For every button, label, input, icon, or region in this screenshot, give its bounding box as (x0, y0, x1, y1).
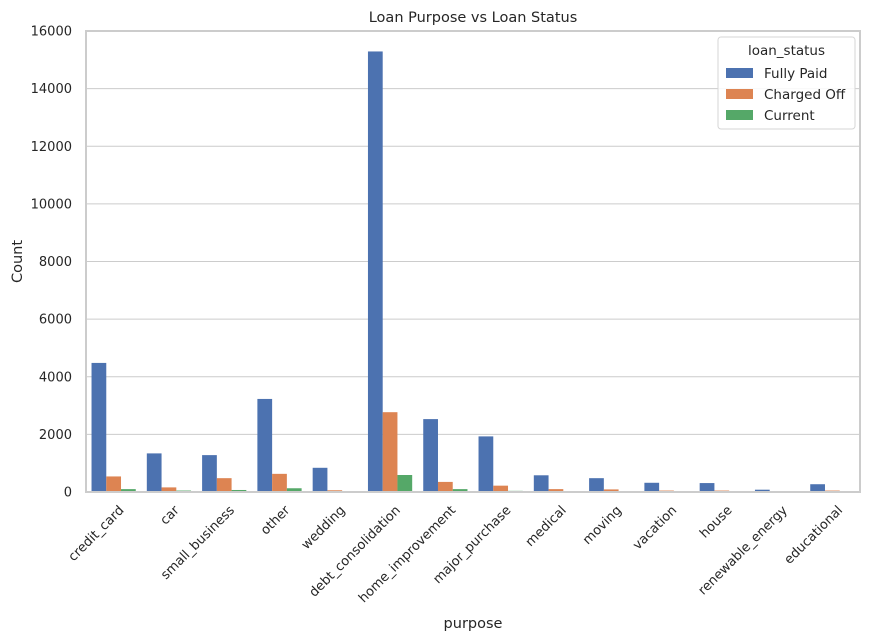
legend-swatch (726, 110, 753, 120)
legend: loan_status Fully Paid Charged Off Current (717, 36, 856, 130)
y-tick-label: 0 (64, 486, 72, 501)
bar-fully-paid-other (257, 398, 273, 492)
legend-entry: Fully Paid (764, 66, 828, 82)
x-tick-label: car (158, 503, 184, 529)
bars (91, 51, 855, 492)
bar-fully-paid-house (699, 483, 715, 492)
y-tick-label: 6000 (39, 313, 72, 328)
y-tick-label: 2000 (39, 428, 72, 443)
bar-fully-paid-small-business (202, 455, 217, 492)
x-tick-label: house (697, 503, 735, 541)
x-tick-label: home_improvement (356, 503, 459, 606)
y-tick-labels: 0 2000 4000 6000 8000 10000 12000 14000 16000 (31, 25, 72, 501)
bar-fully-paid-renewable-energy (754, 489, 770, 492)
bar-charged-off-medical (548, 489, 564, 492)
bar-fully-paid-credit-card (91, 362, 107, 492)
bar-charged-off-credit-card (106, 476, 122, 492)
bar-charged-off-other (272, 473, 287, 492)
legend-entry: Charged Off (764, 87, 846, 103)
x-tick-label: wedding (299, 503, 349, 553)
x-tick-label: other (258, 503, 294, 539)
chart-title: Loan Purpose vs Loan Status (369, 10, 578, 26)
bar-current-other (286, 488, 302, 492)
bar-fully-paid-moving (589, 478, 604, 492)
bar-fully-paid-home-improvement (423, 419, 438, 492)
x-tick-label: vacation (630, 503, 680, 553)
y-tick-label: 14000 (31, 82, 72, 97)
y-tick-label: 16000 (31, 25, 72, 40)
plot-frame (85, 30, 861, 493)
bar-charged-off-moving (603, 489, 619, 492)
bar-current-small-business (231, 489, 247, 492)
bar-fully-paid-vacation (644, 482, 660, 492)
bar-charged-off-major-purchase (493, 485, 509, 492)
bar-fully-paid-medical (533, 475, 549, 492)
y-tick-label: 8000 (39, 255, 72, 270)
legend-swatch (726, 68, 753, 78)
y-tick-label: 10000 (31, 197, 72, 212)
x-tick-label: credit_card (66, 503, 128, 565)
x-tick-label: moving (580, 503, 625, 548)
y-tick-label: 4000 (39, 370, 72, 385)
bar-charged-off-home-improvement (437, 481, 453, 492)
x-tick-label: educational (782, 503, 846, 567)
bar-charged-off-car (161, 487, 177, 492)
legend-box (717, 36, 856, 130)
legend-entry: Current (764, 108, 815, 124)
y-tick-label: 12000 (31, 140, 72, 155)
bar-fully-paid-car (146, 453, 162, 492)
bar-current-home-improvement (452, 489, 468, 492)
bar-current-credit-card (121, 489, 136, 492)
bar-fully-paid-wedding (312, 467, 328, 492)
x-tick-label: debt_consolidation (307, 503, 404, 600)
legend-title: loan_status (748, 43, 825, 59)
x-axis-label: purpose (444, 616, 503, 632)
legend-swatch (726, 89, 753, 99)
bar-fully-paid-debt-consolidation (367, 51, 383, 492)
bar-fully-paid-educational (810, 484, 825, 492)
bar-fully-paid-major-purchase (478, 436, 494, 492)
y-axis-label: Count (10, 240, 26, 283)
bar-charged-off-small-business (216, 478, 232, 492)
x-tick-label: medical (523, 503, 570, 550)
bar-current-debt-consolidation (397, 475, 413, 492)
bar-charged-off-debt-consolidation (382, 412, 398, 492)
plot-border (85, 30, 861, 493)
